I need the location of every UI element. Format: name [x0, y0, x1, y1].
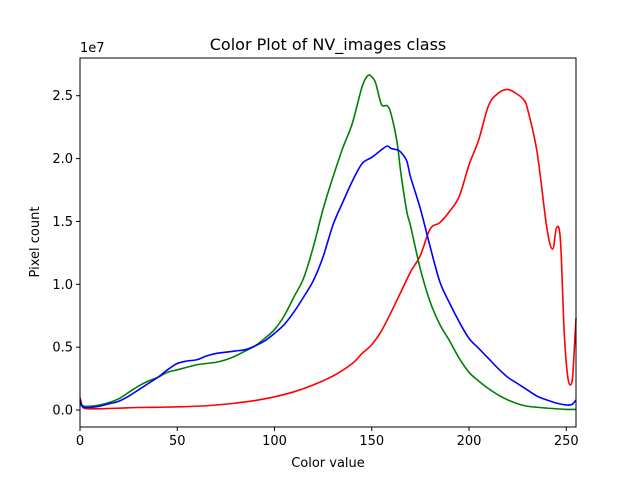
x-tick-label: 50 [169, 434, 186, 449]
x-tick-label: 100 [262, 434, 287, 449]
x-axis-ticks: 0 50 100 150 200 250 [76, 427, 579, 449]
y-axis-label: Pixel count [28, 207, 43, 278]
y-tick-label: 2.5 [52, 89, 73, 104]
series-blue-line [79, 145, 577, 409]
y-tick-label: 0.5 [52, 341, 73, 356]
chart-title: Color Plot of NV_images class [210, 35, 447, 55]
x-tick-label: 150 [359, 434, 384, 449]
y-tick-label: 2.0 [52, 152, 73, 167]
plot-lines [79, 74, 577, 411]
y-tick-label: 0.0 [52, 404, 73, 419]
y-axis-ticks: 0.0 0.5 1.0 1.5 2.0 2.5 [52, 89, 80, 419]
y-axis-offset-text: 1e7 [80, 41, 105, 56]
y-tick-label: 1.5 [52, 215, 73, 230]
x-tick-label: 200 [457, 434, 482, 449]
plot-frame [79, 57, 577, 428]
x-tick-label: 250 [554, 434, 579, 449]
x-tick-label: 0 [76, 434, 84, 449]
y-tick-label: 1.0 [52, 278, 73, 293]
x-axis-label: Color value [291, 456, 365, 471]
series-red-line [79, 88, 577, 410]
